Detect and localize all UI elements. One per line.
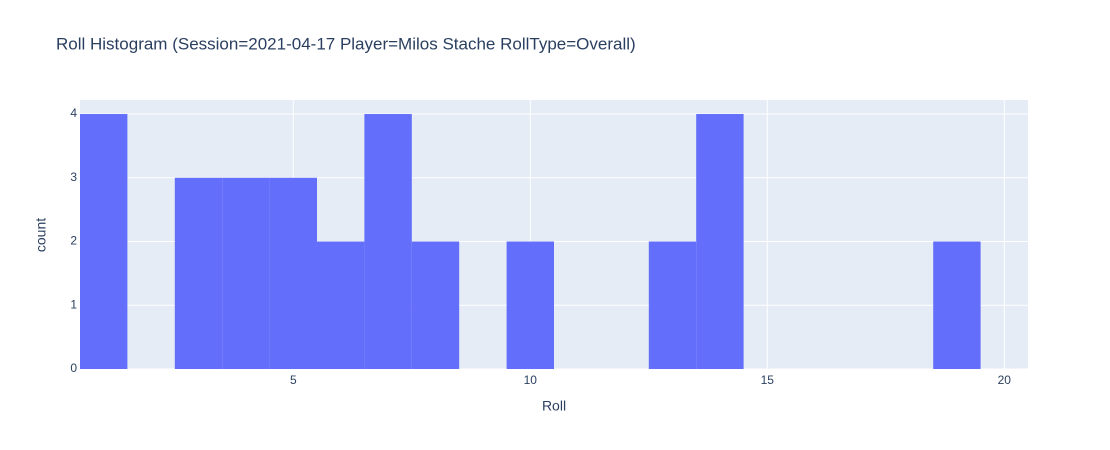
y-axis-label: count [33,218,49,252]
x-axis-label: Roll [542,398,566,414]
chart-title: Roll Histogram (Session=2021-04-17 Playe… [56,34,636,53]
y-tick-label: 0 [70,361,77,375]
x-tick-label: 20 [998,373,1012,387]
y-tick-label: 3 [70,170,77,184]
bar [648,241,697,369]
y-tick-label: 1 [70,297,77,311]
y-tick-label: 4 [70,106,77,120]
bar [317,241,365,369]
x-tick-label: 10 [524,373,538,387]
bar [696,114,744,369]
y-tick-label: 2 [70,234,77,248]
x-tick-label: 5 [290,373,297,387]
bar [80,114,128,369]
x-tick-label: 15 [761,373,775,387]
bar [933,241,981,369]
bar [411,241,460,369]
bar [222,177,270,369]
bar [174,177,223,369]
bar [506,241,554,369]
bar [269,177,317,369]
bar [364,114,412,369]
